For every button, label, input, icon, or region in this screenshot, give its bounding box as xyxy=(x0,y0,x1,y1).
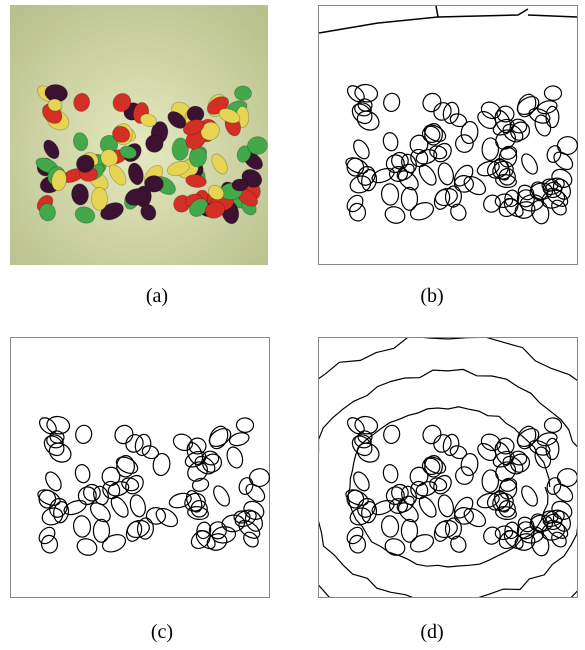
caption: (c) xyxy=(112,621,212,644)
edge-panel xyxy=(10,337,270,598)
caption: (a) xyxy=(107,285,207,308)
page: (a) (b) (c) (d) (() => { const data = JS… xyxy=(0,0,585,650)
panel-frame xyxy=(319,338,578,598)
edge-panel xyxy=(318,5,578,265)
candy xyxy=(232,179,248,191)
candy xyxy=(91,187,107,210)
panel-frame xyxy=(11,338,270,598)
photo-panel xyxy=(10,5,268,265)
caption: (b) xyxy=(382,285,482,308)
panel-frame xyxy=(319,6,578,265)
edge-panel xyxy=(318,337,578,598)
caption: (d) xyxy=(382,621,482,644)
photo-background xyxy=(10,5,268,265)
